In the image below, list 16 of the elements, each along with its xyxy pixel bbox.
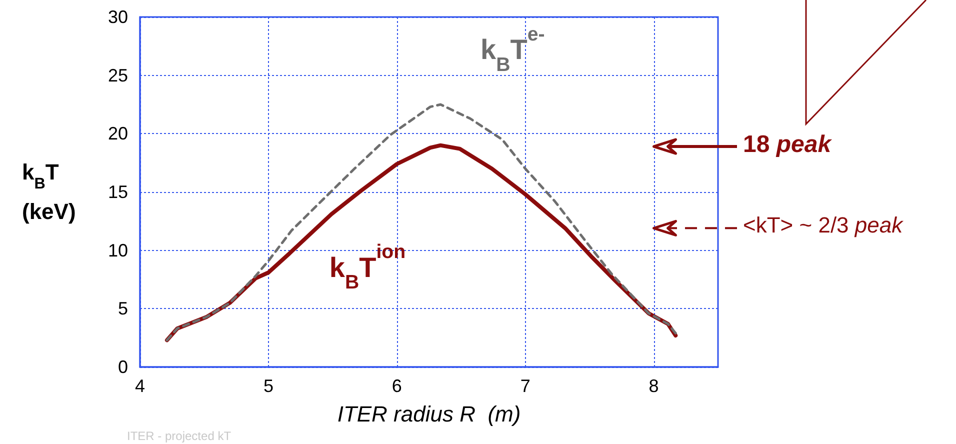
x-tick-label: 4 <box>134 376 146 396</box>
x-tick-label: 7 <box>520 376 530 396</box>
x-tick-label: 5 <box>263 376 274 396</box>
y-tick-label: 25 <box>108 65 128 86</box>
y-tick-label: 30 <box>108 7 128 27</box>
y-tick-label: 5 <box>118 298 128 319</box>
ref-line-label: <kT> ~ 2/3 peak <box>743 212 904 238</box>
x-axis-title: ITER radius R (m) <box>337 402 521 426</box>
y-tick-label: 10 <box>108 240 128 260</box>
ref-line-label: 18 peak <box>743 131 833 158</box>
line-series <box>166 103 677 342</box>
y-tick-label: 0 <box>118 357 128 377</box>
y-tick-label: 20 <box>108 124 128 144</box>
x-tick-label: 8 <box>648 376 659 396</box>
x-tick-label: 6 <box>392 376 402 396</box>
y-tick-label: 15 <box>108 182 128 202</box>
